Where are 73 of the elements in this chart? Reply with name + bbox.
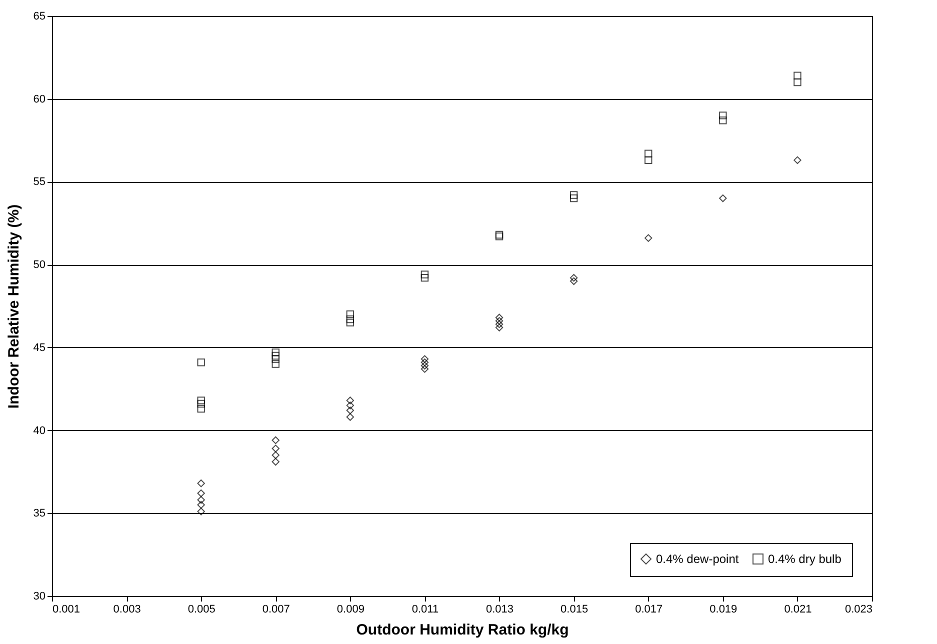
point — [272, 355, 280, 363]
point — [644, 150, 652, 158]
point — [346, 413, 354, 421]
point — [346, 315, 354, 324]
point — [570, 191, 578, 199]
x-tick-label: 0.013 — [486, 604, 514, 616]
y-tick-label: 60 — [33, 93, 46, 106]
point — [794, 156, 802, 164]
point — [272, 458, 280, 466]
point — [197, 400, 205, 408]
y-tick-label: 55 — [33, 176, 46, 188]
point — [272, 360, 280, 368]
point — [495, 232, 504, 240]
point — [272, 451, 280, 459]
point — [197, 508, 205, 516]
y-axis-title: Indoor Relative Humidity (%) — [5, 204, 22, 409]
point — [346, 310, 354, 318]
y-tick-label: 50 — [33, 259, 46, 272]
point — [346, 402, 354, 410]
point — [495, 314, 504, 322]
point — [272, 444, 280, 452]
point — [197, 479, 205, 488]
point — [420, 365, 429, 373]
y-tick-label: 45 — [33, 342, 46, 354]
x-tick-label: 0.005 — [188, 604, 216, 616]
point — [197, 501, 205, 509]
y-tick-label: 40 — [33, 424, 46, 437]
point — [719, 112, 727, 120]
point — [719, 116, 727, 124]
point — [570, 274, 578, 282]
point — [644, 234, 652, 242]
point — [346, 396, 354, 404]
point — [197, 396, 205, 404]
point — [719, 194, 727, 202]
point — [495, 324, 504, 332]
point — [570, 277, 578, 285]
point — [495, 317, 504, 325]
x-tick-label: 0.009 — [336, 604, 364, 616]
point — [420, 355, 429, 363]
x-tick-label: 0.001 — [52, 604, 80, 616]
x-tick-label: 0.003 — [113, 604, 141, 616]
point — [272, 348, 280, 356]
point — [197, 489, 205, 498]
x-tick-label: 0.015 — [560, 604, 588, 616]
x-tick-label: 0.021 — [784, 604, 812, 616]
point — [495, 320, 504, 328]
point — [420, 274, 429, 282]
point — [197, 358, 205, 366]
point — [644, 156, 652, 164]
legend-label: 0.4% dry bulb — [768, 552, 842, 566]
point — [420, 362, 429, 370]
point — [197, 496, 205, 504]
point — [495, 230, 504, 239]
point — [420, 270, 429, 278]
point — [272, 352, 280, 360]
point — [197, 404, 205, 413]
point — [346, 406, 354, 414]
x-tick-label: 0.017 — [635, 604, 663, 616]
point — [794, 78, 802, 86]
x-tick-label: 0.019 — [710, 604, 738, 616]
y-tick-label: 35 — [33, 508, 46, 520]
y-tick-label: 30 — [33, 590, 46, 602]
point — [420, 358, 429, 366]
x-tick-label: 0.007 — [262, 604, 290, 616]
x-tick-label: 0.023 — [844, 604, 872, 616]
point — [272, 436, 280, 444]
x-axis-title: Outdoor Humidity Ratio kg/kg — [356, 622, 569, 638]
point — [570, 194, 578, 202]
legend-label: 0.4% dew-point — [656, 552, 740, 566]
x-tick-label: 0.011 — [412, 604, 439, 616]
point — [794, 72, 802, 80]
point — [346, 318, 354, 326]
y-tick-label: 65 — [33, 10, 46, 22]
